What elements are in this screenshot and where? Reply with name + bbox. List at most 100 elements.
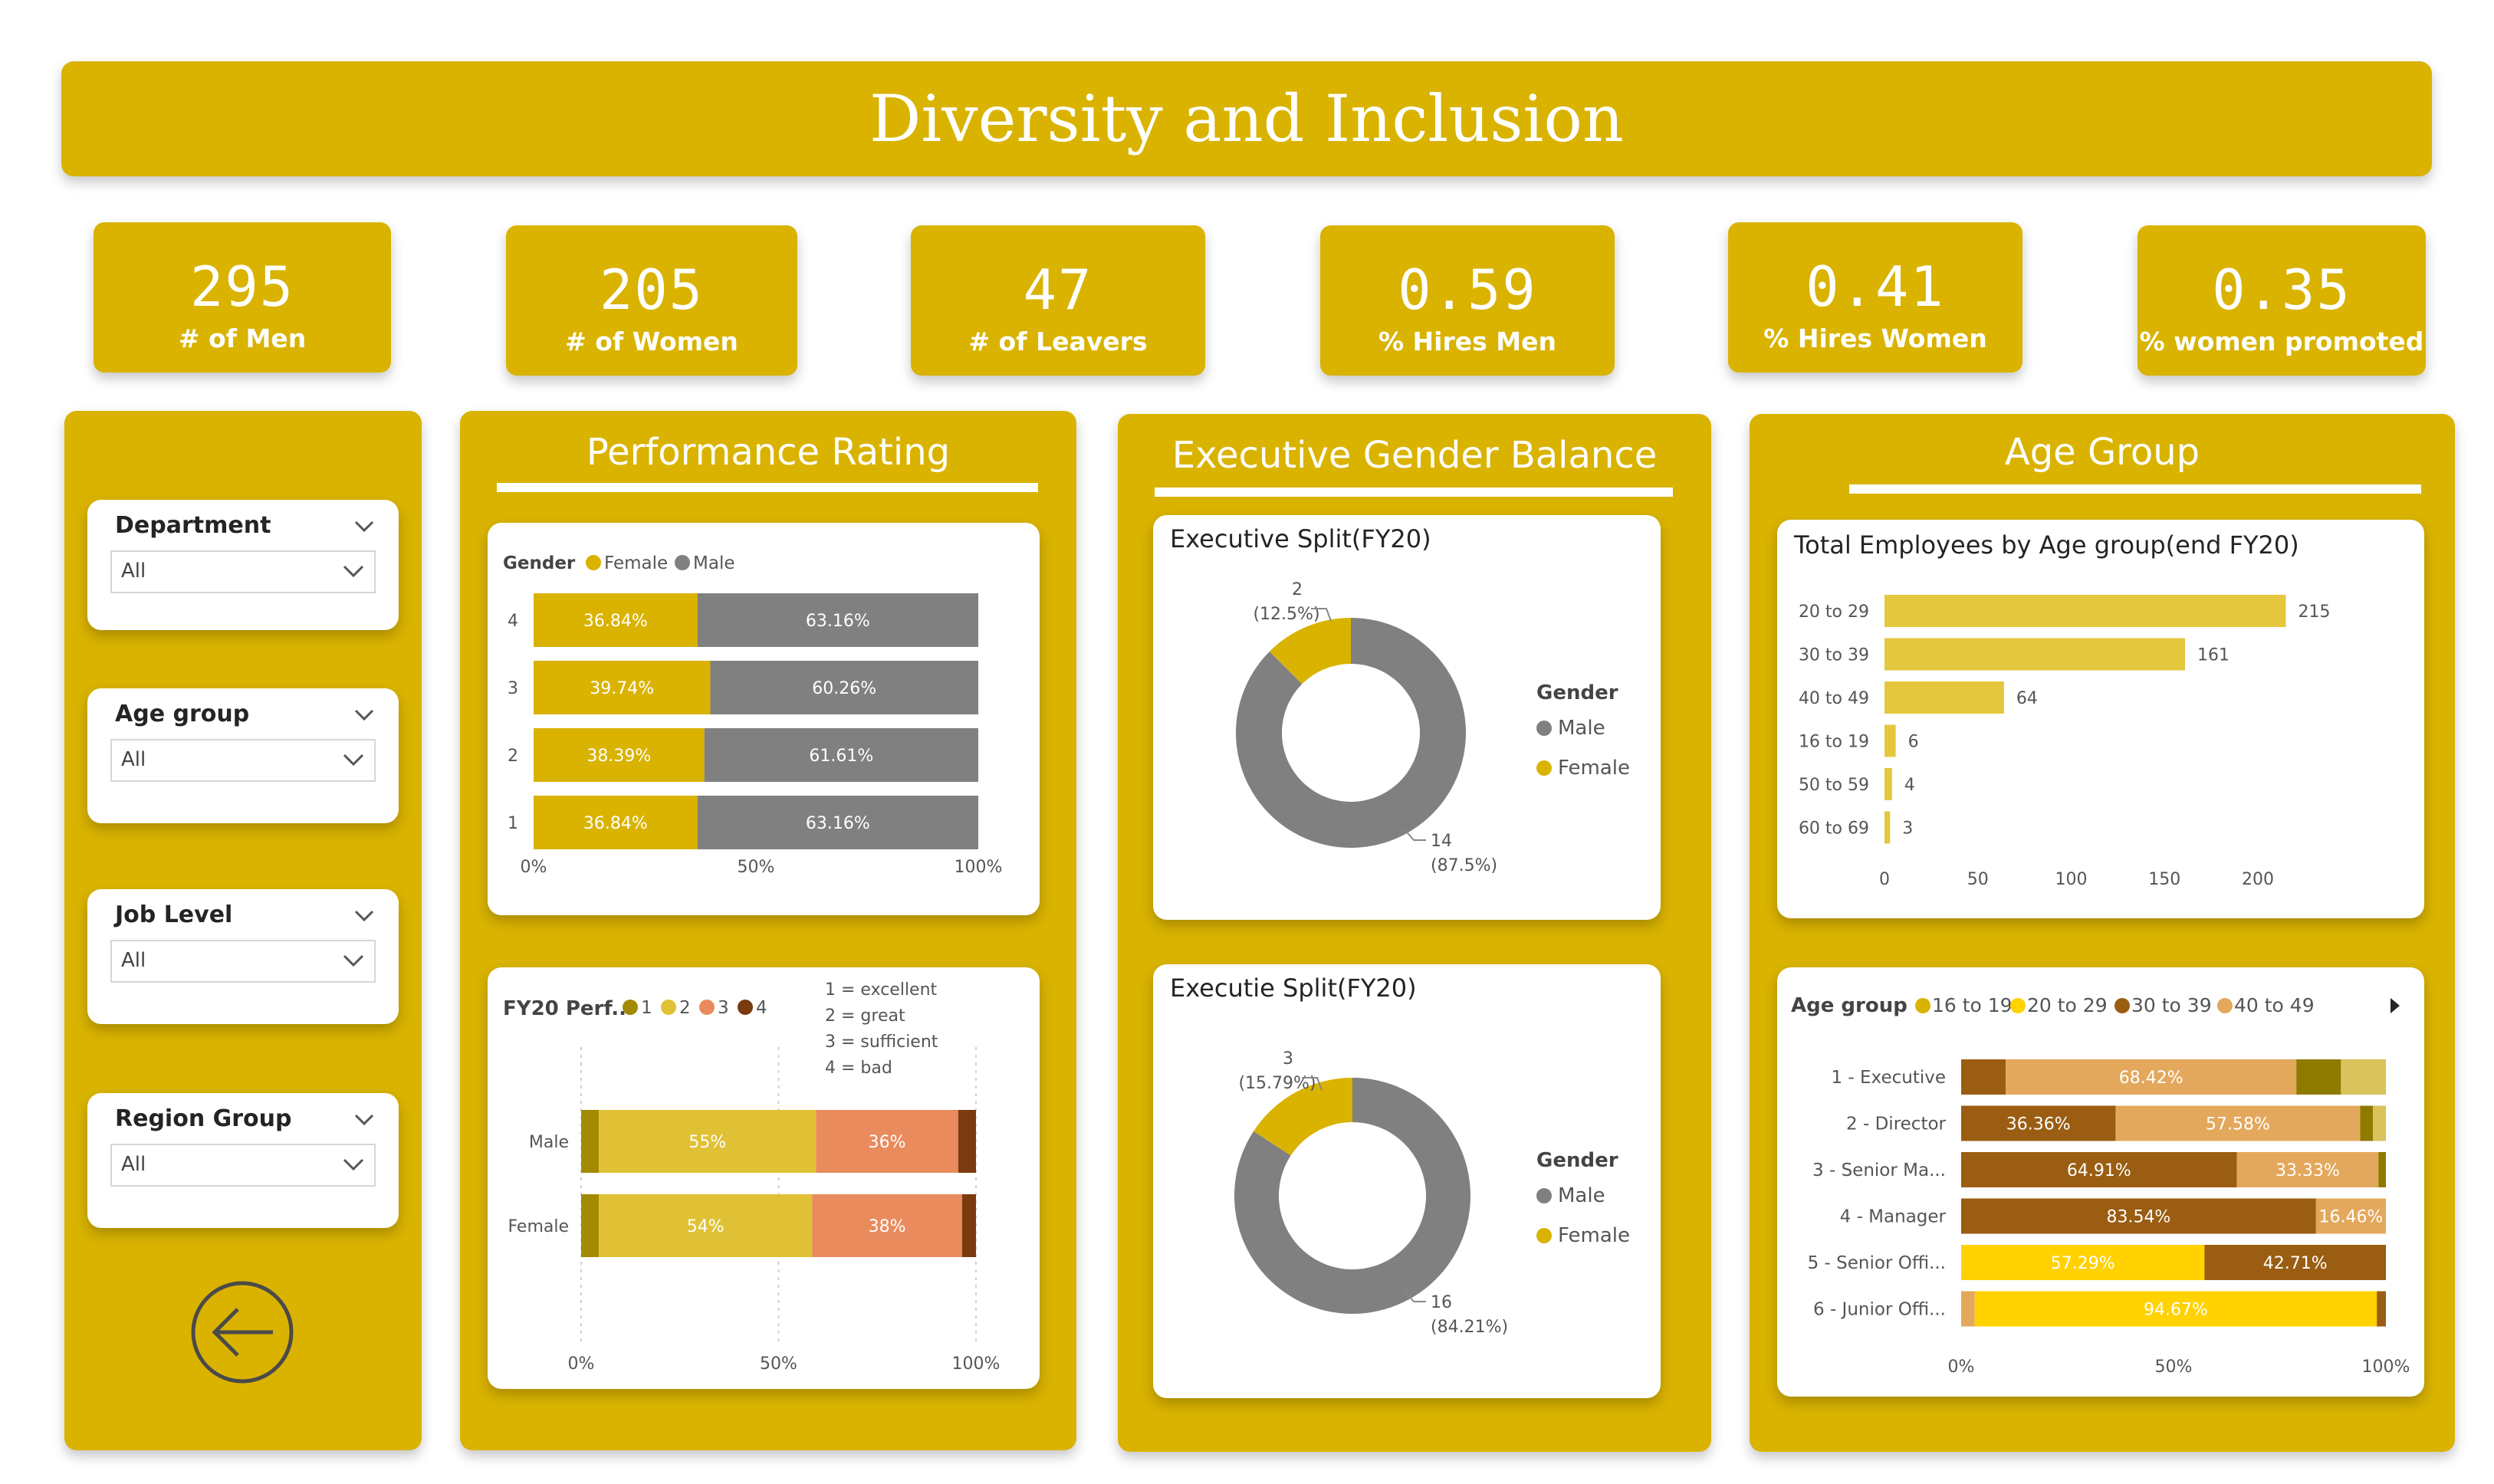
x-tick-label: 100% bbox=[952, 1354, 1001, 1374]
age-group-dropdown[interactable]: All bbox=[110, 739, 376, 782]
data-label: 33.33% bbox=[2275, 1161, 2340, 1180]
x-tick-label: 50% bbox=[738, 858, 775, 877]
legend-swatch-1 bbox=[623, 1000, 638, 1015]
department-dropdown[interactable]: All bbox=[110, 550, 376, 593]
performance-rating-panel: Performance Rating Gender Female Male 4 3… bbox=[460, 411, 1076, 1450]
x-tick-label: 50 bbox=[1967, 870, 1989, 889]
chevron-down-icon[interactable] bbox=[351, 702, 377, 728]
legend-label-male: Male bbox=[693, 553, 734, 573]
employees-by-age-card[interactable]: Total Employees by Age group(end FY20) 2… bbox=[1777, 520, 2424, 918]
legend-label: 1 bbox=[641, 998, 652, 1018]
bar-segment-rating-1 bbox=[581, 1110, 600, 1173]
bar-segment-rating-1 bbox=[581, 1194, 600, 1257]
caret-right-icon[interactable] bbox=[2390, 998, 2400, 1013]
data-label: 42.71% bbox=[2263, 1254, 2328, 1273]
annotation-line: 1 = excellent bbox=[825, 980, 938, 1000]
data-label: 63.16% bbox=[806, 814, 870, 833]
data-label: 61.61% bbox=[809, 747, 873, 766]
bar bbox=[1884, 724, 1896, 757]
executie-split-donut[interactable]: 3 (15.79%) 16 (84.21%) Gender Male Female bbox=[1153, 964, 1661, 1398]
bar-segment-rating-3 bbox=[812, 1194, 962, 1257]
bar-segment-female bbox=[534, 796, 698, 849]
data-label: 36% bbox=[869, 1133, 906, 1152]
data-label: 36.36% bbox=[2006, 1115, 2071, 1134]
chart-title: FY20 Perf... bbox=[503, 997, 634, 1020]
data-label: 94.67% bbox=[2144, 1301, 2208, 1320]
bar-segment bbox=[1961, 1245, 2205, 1280]
bar-segment-female bbox=[534, 661, 711, 714]
leader-line bbox=[1302, 1077, 1323, 1091]
bar-segment-rating-2 bbox=[599, 1110, 817, 1173]
kpi-card-women[interactable]: 205 # of Women bbox=[506, 225, 797, 376]
legend-title: Gender bbox=[1536, 681, 1618, 704]
category-label: 1 - Executive bbox=[1831, 1068, 1946, 1088]
legend-swatch-male bbox=[1536, 1188, 1552, 1203]
bar-segment bbox=[2377, 1291, 2386, 1327]
executie-split-card[interactable]: Executie Split(FY20) 3 (15.79%) 16 (84.21%)… bbox=[1153, 964, 1661, 1398]
chart-title: Executive Split(FY20) bbox=[1170, 524, 1431, 553]
data-label: 3 bbox=[1902, 819, 1913, 839]
fy20-performance-card[interactable]: FY20 Perf... 1 2 3 4 1 = excellent 2 = great 3… bbox=[488, 967, 1040, 1389]
divider bbox=[1849, 484, 2421, 494]
legend-label: 16 to 19 bbox=[1932, 994, 2013, 1016]
legend-swatch bbox=[1915, 998, 1930, 1013]
chevron-down-icon[interactable] bbox=[351, 1107, 377, 1133]
job-level-slicer[interactable]: Job Level All bbox=[87, 889, 399, 1024]
slicer-title: Region Group bbox=[115, 1105, 292, 1132]
bar bbox=[1884, 638, 2185, 671]
back-arrow-icon[interactable] bbox=[187, 1277, 297, 1387]
kpi-card-women-promoted[interactable]: 0.35 % women promoted bbox=[2137, 225, 2426, 376]
kpi-card-hires-men[interactable]: 0.59 % Hires Men bbox=[1320, 225, 1615, 376]
legend-label: 30 to 39 bbox=[2131, 994, 2212, 1016]
kpi-card-men[interactable]: 295 # of Men bbox=[94, 222, 391, 373]
data-label: 4 bbox=[1904, 776, 1915, 795]
data-label: 38% bbox=[869, 1217, 906, 1236]
chevron-down-icon[interactable] bbox=[351, 514, 377, 540]
fy20-performance-chart[interactable]: FY20 Perf... 1 2 3 4 1 = excellent 2 = great 3… bbox=[488, 967, 1040, 1389]
bar bbox=[1884, 681, 2004, 714]
kpi-card-leavers[interactable]: 47 # of Leavers bbox=[911, 225, 1205, 376]
legend-swatch-2 bbox=[661, 1000, 676, 1015]
legend-swatch bbox=[2114, 998, 2130, 1013]
legend-label: 4 bbox=[756, 998, 767, 1018]
chevron-down-icon bbox=[343, 954, 364, 967]
legend-swatch bbox=[2010, 998, 2026, 1013]
executive-split-card[interactable]: Executive Split(FY20) 2 (12.5%) 14 (87.5%) G… bbox=[1153, 515, 1661, 920]
bar-segment bbox=[1961, 1152, 2237, 1187]
age-by-job-level-card[interactable]: Age group 16 to 19 20 to 29 30 to 39 40 to … bbox=[1777, 967, 2424, 1397]
gender-by-rating-card[interactable]: Gender Female Male 4 36.84% 63.16% 3 39.74% 6… bbox=[488, 523, 1040, 915]
bar-segment bbox=[2236, 1152, 2379, 1187]
category-label: 20 to 29 bbox=[1799, 602, 1869, 622]
data-label: 64.91% bbox=[2067, 1161, 2131, 1180]
gender-by-rating-chart[interactable]: Gender Female Male 4 36.84% 63.16% 3 39.74% 6… bbox=[488, 523, 1040, 915]
bar-segment-male bbox=[704, 728, 978, 782]
chevron-down-icon[interactable] bbox=[351, 903, 377, 929]
legend-label-female: Female bbox=[1558, 757, 1630, 780]
job-level-dropdown[interactable]: All bbox=[110, 940, 376, 983]
chevron-down-icon bbox=[343, 1158, 364, 1171]
department-slicer[interactable]: Department All bbox=[87, 500, 399, 630]
data-label: 38.39% bbox=[587, 747, 651, 766]
region-group-dropdown[interactable]: All bbox=[110, 1144, 376, 1187]
x-tick-label: 100 bbox=[2055, 870, 2087, 889]
data-label: 36.84% bbox=[583, 814, 648, 833]
data-label: 3 bbox=[1283, 1049, 1293, 1069]
data-label-pct: (12.5%) bbox=[1253, 605, 1319, 624]
executive-split-donut[interactable]: 2 (12.5%) 14 (87.5%) Gender Male Female bbox=[1153, 515, 1661, 920]
data-label: 2 bbox=[1292, 580, 1303, 599]
age-group-slicer[interactable]: Age group All bbox=[87, 688, 399, 823]
region-group-slicer[interactable]: Region Group All bbox=[87, 1093, 399, 1228]
category-label: 50 to 59 bbox=[1799, 776, 1869, 795]
age-by-job-level-chart[interactable]: Age group 16 to 19 20 to 29 30 to 39 40 to … bbox=[1777, 967, 2424, 1397]
bar-segment bbox=[2341, 1059, 2386, 1095]
bar-segment bbox=[2006, 1059, 2297, 1095]
kpi-card-hires-women[interactable]: 0.41 % Hires Women bbox=[1728, 222, 2022, 373]
age-group-panel: Age Group Total Employees by Age group(e… bbox=[1750, 414, 2455, 1452]
category-label: Female bbox=[508, 1217, 569, 1236]
legend-title: Gender bbox=[1536, 1149, 1618, 1172]
x-tick-label: 0 bbox=[1879, 870, 1890, 889]
kpi-value: 0.59 bbox=[1398, 258, 1537, 322]
bar-segment bbox=[2378, 1152, 2386, 1187]
legend-swatch-female bbox=[1536, 760, 1552, 776]
